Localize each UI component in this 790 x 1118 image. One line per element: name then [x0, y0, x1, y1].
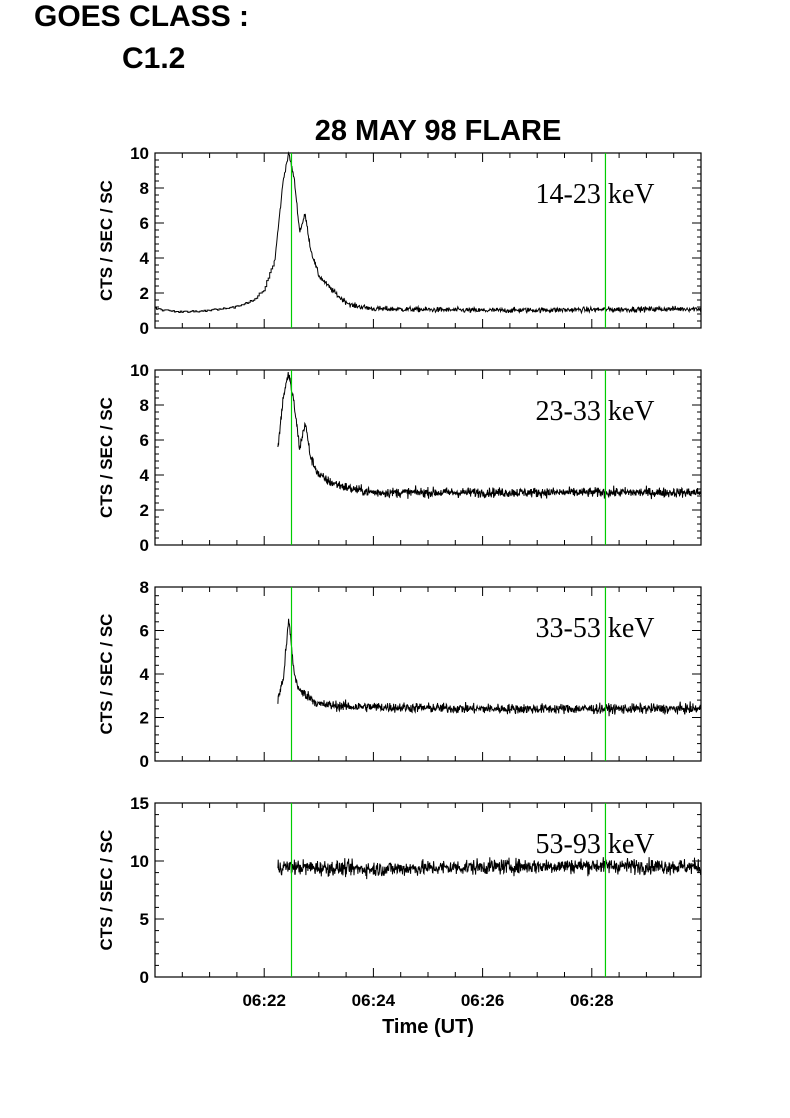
panel-1: 0 2 4 6 8 10 CTS / SEC / SC 14-23 keV [97, 144, 702, 338]
x-tick-label: 06:26 [461, 991, 504, 1010]
y-tick-label: 10 [130, 144, 149, 163]
y-tick-label: 2 [140, 709, 149, 728]
y-tick-label: 0 [140, 752, 149, 771]
y-tick-label: 15 [130, 794, 149, 813]
y-tick-label: 0 [140, 968, 149, 987]
goes-class-label: GOES CLASS : [34, 0, 250, 33]
energy-band-label: 14-23 keV [536, 179, 655, 210]
y-axis-label: CTS / SEC / SC [97, 180, 116, 301]
y-tick-label: 8 [140, 396, 149, 415]
panel-2: 0 2 4 6 8 10 CTS / SEC / SC 23-33 keV [97, 361, 702, 555]
y-tick-label: 4 [140, 466, 150, 485]
y-tick-label: 0 [140, 319, 149, 338]
x-axis: 06:22 06:24 06:26 06:28 [242, 991, 613, 1010]
y-tick-label: 2 [140, 501, 149, 520]
lightcurve-series [277, 857, 702, 880]
y-tick-label: 4 [140, 665, 150, 684]
panel-3: 0 2 4 6 8 CTS / SEC / SC 33-53 keV [97, 578, 702, 771]
y-tick-label: 6 [140, 431, 149, 450]
y-tick-label: 4 [140, 249, 150, 268]
panel-4: 0 5 10 15 CTS / SEC / SC 53-93 keV [97, 794, 702, 987]
x-tick-label: 06:24 [352, 991, 396, 1010]
x-axis-label: Time (UT) [382, 1016, 474, 1038]
lightcurve-series [155, 151, 702, 315]
energy-band-label: 23-33 keV [536, 396, 655, 427]
y-axis-label: CTS / SEC / SC [97, 830, 116, 951]
x-tick-label: 06:22 [242, 991, 285, 1010]
y-tick-label: 5 [140, 910, 149, 929]
x-tick-label: 06:28 [570, 991, 613, 1010]
chart-title: 28 MAY 98 FLARE [315, 115, 562, 147]
y-tick-label: 10 [130, 852, 149, 871]
y-axis-label: CTS / SEC / SC [97, 397, 116, 518]
lightcurve-series [277, 372, 702, 500]
y-tick-label: 6 [140, 214, 149, 233]
y-tick-label: 8 [140, 578, 149, 597]
panels-group: 0 2 4 6 8 10 CTS / SEC / SC 14-23 keV 0 2 4 6 8 10 CTS… [97, 144, 702, 987]
y-tick-label: 0 [140, 536, 149, 555]
y-axis-label: CTS / SEC / SC [97, 614, 116, 735]
energy-band-label: 33-53 keV [536, 613, 655, 644]
lightcurve-series [277, 618, 702, 717]
y-tick-label: 6 [140, 622, 149, 641]
goes-class-value: C1.2 [122, 42, 186, 75]
energy-band-label: 53-93 keV [536, 829, 655, 860]
y-tick-label: 8 [140, 179, 149, 198]
y-tick-label: 10 [130, 361, 149, 380]
y-tick-label: 2 [140, 284, 149, 303]
